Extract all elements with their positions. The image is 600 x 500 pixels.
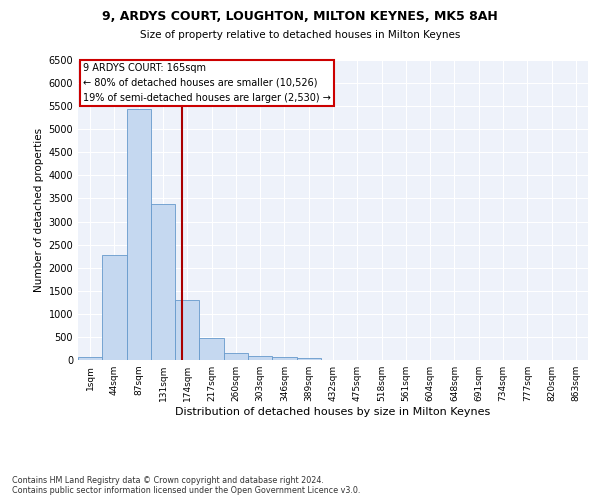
Y-axis label: Number of detached properties: Number of detached properties: [34, 128, 44, 292]
Bar: [248, 356, 272, 360]
Bar: [78, 357, 102, 360]
Text: 9, ARDYS COURT, LOUGHTON, MILTON KEYNES, MK5 8AH: 9, ARDYS COURT, LOUGHTON, MILTON KEYNES,…: [102, 10, 498, 23]
Text: Contains HM Land Registry data © Crown copyright and database right 2024.
Contai: Contains HM Land Registry data © Crown c…: [12, 476, 361, 495]
Bar: [296, 358, 321, 360]
Bar: [175, 300, 199, 360]
X-axis label: Distribution of detached houses by size in Milton Keynes: Distribution of detached houses by size …: [175, 407, 491, 417]
Bar: [224, 352, 248, 360]
Bar: [272, 357, 296, 360]
Bar: [127, 110, 151, 360]
Text: Size of property relative to detached houses in Milton Keynes: Size of property relative to detached ho…: [140, 30, 460, 40]
Text: 9 ARDYS COURT: 165sqm
← 80% of detached houses are smaller (10,526)
19% of semi-: 9 ARDYS COURT: 165sqm ← 80% of detached …: [83, 63, 331, 102]
Bar: [151, 204, 175, 360]
Bar: [102, 255, 127, 360]
Bar: [199, 338, 224, 360]
